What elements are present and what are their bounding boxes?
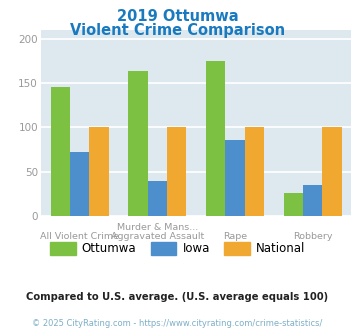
Bar — [303, 185, 322, 216]
Bar — [206, 61, 225, 216]
Bar — [245, 127, 264, 216]
Bar — [50, 87, 70, 216]
Bar — [322, 127, 342, 216]
Text: Compared to U.S. average. (U.S. average equals 100): Compared to U.S. average. (U.S. average … — [26, 292, 329, 302]
Text: 2019 Ottumwa: 2019 Ottumwa — [117, 9, 238, 24]
Bar — [167, 127, 186, 216]
Bar — [89, 127, 109, 216]
Bar — [70, 152, 89, 216]
Text: Robbery: Robbery — [293, 232, 332, 241]
Legend: Ottumwa, Iowa, National: Ottumwa, Iowa, National — [45, 237, 310, 260]
Text: All Violent Crime: All Violent Crime — [40, 232, 119, 241]
Bar — [148, 181, 167, 216]
Bar — [284, 193, 303, 216]
Text: Aggravated Assault: Aggravated Assault — [111, 232, 204, 241]
Text: © 2025 CityRating.com - https://www.cityrating.com/crime-statistics/: © 2025 CityRating.com - https://www.city… — [32, 319, 323, 328]
Text: Rape: Rape — [223, 232, 247, 241]
Bar — [128, 71, 148, 216]
Text: Violent Crime Comparison: Violent Crime Comparison — [70, 23, 285, 38]
Text: Murder & Mans...: Murder & Mans... — [117, 223, 198, 232]
Bar — [225, 140, 245, 216]
